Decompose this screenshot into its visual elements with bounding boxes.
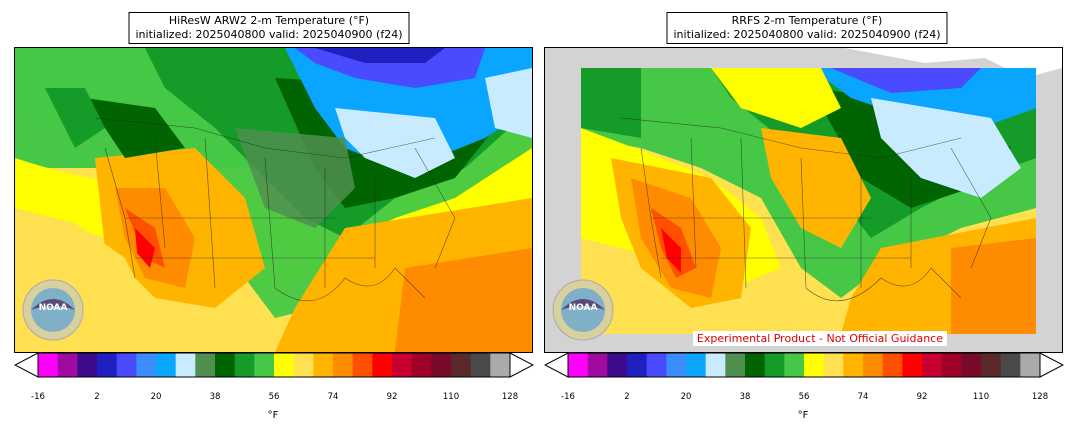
colorbar-cell: [195, 353, 216, 377]
colorbar-cell: [804, 353, 825, 377]
colorbar-cell: [902, 353, 923, 377]
colorbar-tick-label: 38: [209, 392, 221, 402]
colorbar-cell: [646, 353, 667, 377]
colorbar-cell: [568, 353, 589, 377]
left-colorbar-cells: [38, 353, 511, 377]
colorbar-cell: [116, 353, 137, 377]
left-title-line1: HiResW ARW2 2-m Temperature (°F): [168, 14, 370, 27]
left-colorbar-high-arrow: [509, 352, 534, 378]
colorbar-cell: [451, 353, 472, 377]
experimental-product-label: Experimental Product - Not Official Guid…: [692, 331, 947, 346]
colorbar-cell: [961, 353, 982, 377]
left-map-svg: [15, 48, 532, 352]
colorbar-cell: [587, 353, 608, 377]
colorbar-cell: [254, 353, 275, 377]
colorbar-cell: [57, 353, 78, 377]
colorbar-cell: [784, 353, 805, 377]
colorbar-cell: [234, 353, 255, 377]
right-colorbar: [544, 352, 1064, 378]
right-colorbar-unit: °F: [797, 410, 809, 421]
colorbar-cell: [77, 353, 98, 377]
colorbar-cell: [411, 353, 432, 377]
colorbar-cell: [922, 353, 943, 377]
colorbar-tick-label: 2: [624, 392, 630, 402]
colorbar-tick-label: -16: [31, 392, 45, 402]
colorbar-tick-label: 2: [94, 392, 100, 402]
left-colorbar-unit: °F: [267, 410, 279, 421]
colorbar-cell: [333, 353, 354, 377]
colorbar-cell: [470, 353, 491, 377]
right-panel: RRFS 2-m Temperature (°F) initialized: 2…: [538, 0, 1076, 438]
colorbar-cell: [607, 353, 628, 377]
right-logo-text: NOAA: [569, 303, 598, 313]
colorbar-tick-label: 74: [327, 392, 339, 402]
colorbar-cell: [136, 353, 157, 377]
colorbar-cell: [705, 353, 726, 377]
colorbar-cell: [882, 353, 903, 377]
colorbar-cell: [843, 353, 864, 377]
colorbar-cell: [1000, 353, 1021, 377]
colorbar-cell: [156, 353, 177, 377]
noaa-logo-icon: NOAA: [22, 279, 84, 341]
noaa-logo-icon: NOAA: [552, 279, 614, 341]
colorbar-tick-label: 20: [150, 392, 162, 402]
colorbar-cell: [293, 353, 314, 377]
colorbar-cell: [215, 353, 236, 377]
colorbar-tick-label: -16: [561, 392, 575, 402]
colorbar-cell: [686, 353, 707, 377]
right-title-line2: initialized: 2025040800 valid: 202504090…: [673, 28, 941, 41]
colorbar-tick-label: 56: [798, 392, 810, 402]
colorbar-tick-label: 110: [442, 392, 460, 402]
left-map-title: HiResW ARW2 2-m Temperature (°F) initial…: [128, 12, 410, 44]
right-colorbar-high-arrow: [1039, 352, 1064, 378]
colorbar-cell: [764, 353, 785, 377]
colorbar-tick-label: 38: [739, 392, 751, 402]
colorbar-cell: [313, 353, 334, 377]
colorbar-tick-label: 20: [680, 392, 692, 402]
left-colorbar-low-arrow: [14, 352, 39, 378]
colorbar-cell: [627, 353, 648, 377]
colorbar-tick-label: 110: [972, 392, 990, 402]
colorbar-cell: [863, 353, 884, 377]
left-temperature-map: NOAA: [14, 47, 533, 353]
colorbar-cell: [981, 353, 1002, 377]
left-colorbar: [14, 352, 534, 378]
colorbar-cell: [97, 353, 118, 377]
colorbar-cell: [666, 353, 687, 377]
right-map-title: RRFS 2-m Temperature (°F) initialized: 2…: [666, 12, 948, 44]
colorbar-cell: [352, 353, 373, 377]
colorbar-cell: [392, 353, 413, 377]
colorbar-cell: [274, 353, 295, 377]
right-colorbar-low-arrow: [544, 352, 569, 378]
colorbar-tick-label: 92: [386, 392, 398, 402]
colorbar-cell: [38, 353, 59, 377]
colorbar-cell: [490, 353, 511, 377]
colorbar-cell: [372, 353, 393, 377]
left-panel: HiResW ARW2 2-m Temperature (°F) initial…: [14, 12, 534, 421]
colorbar-tick-label: 128: [501, 392, 519, 402]
left-title-line2: initialized: 2025040800 valid: 202504090…: [135, 28, 403, 41]
colorbar-tick-label: 74: [857, 392, 869, 402]
right-title-line1: RRFS 2-m Temperature (°F): [731, 14, 883, 27]
colorbar-cell: [823, 353, 844, 377]
colorbar-cell: [941, 353, 962, 377]
left-logo-text: NOAA: [39, 303, 68, 313]
colorbar-cell: [725, 353, 746, 377]
colorbar-cell: [745, 353, 766, 377]
colorbar-tick-label: 56: [268, 392, 280, 402]
colorbar-cell: [175, 353, 196, 377]
colorbar-tick-label: 128: [1031, 392, 1049, 402]
right-map-svg: [545, 48, 1062, 352]
right-colorbar-cells: [568, 353, 1041, 377]
right-temperature-map: NOAA Experimental Product - Not Official…: [544, 47, 1063, 353]
colorbar-cell: [1020, 353, 1041, 377]
colorbar-tick-label: 92: [916, 392, 928, 402]
colorbar-cell: [431, 353, 452, 377]
